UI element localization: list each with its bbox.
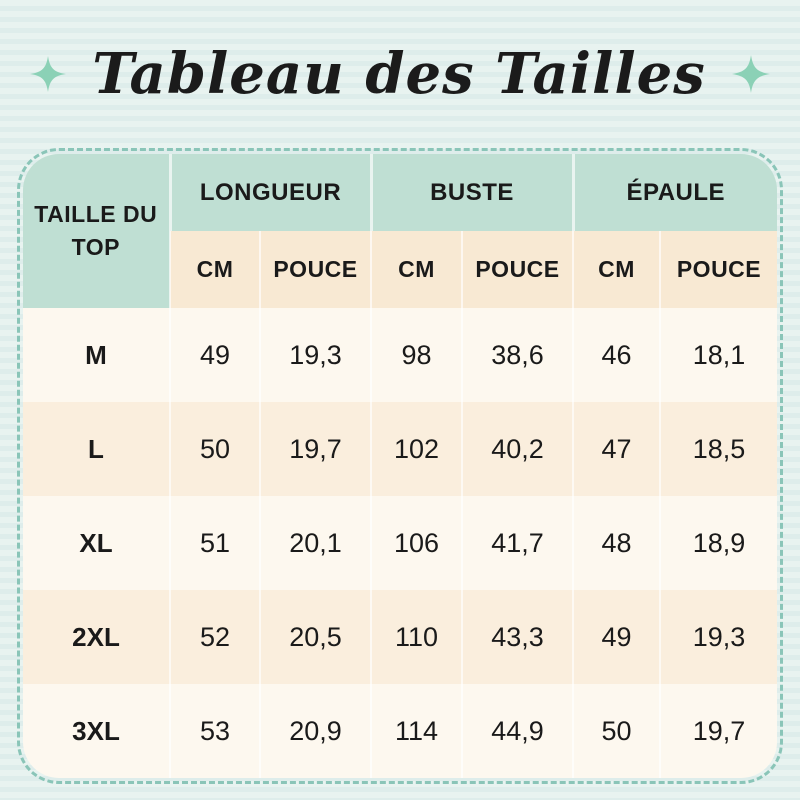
page-title-row: Tableau des Tailles <box>0 0 800 148</box>
value-cell: 50 <box>169 402 260 496</box>
value-cell: 44,9 <box>461 684 573 778</box>
value-cell: 46 <box>572 308 660 402</box>
value-cell: 19,3 <box>259 308 371 402</box>
value-cell: 19,7 <box>659 684 777 778</box>
unit-header-cm: CM <box>572 231 660 308</box>
value-cell: 49 <box>572 590 660 684</box>
value-cell: 53 <box>169 684 260 778</box>
value-cell: 43,3 <box>461 590 573 684</box>
sparkle-left-icon <box>30 56 67 92</box>
size-label: 2XL <box>23 590 170 684</box>
value-cell: 114 <box>370 684 462 778</box>
value-cell: 20,1 <box>259 496 371 590</box>
value-cell: 41,7 <box>461 496 573 590</box>
table-unit-header-row: CM POUCE CM POUCE CM POUCE <box>23 231 777 308</box>
value-cell: 18,1 <box>659 308 777 402</box>
size-table: TAILLE DU TOP LONGUEUR BUSTE ÉPAULE CM P… <box>23 154 777 778</box>
value-cell: 50 <box>572 684 660 778</box>
header-epaule: ÉPAULE <box>571 154 777 231</box>
value-cell: 38,6 <box>461 308 573 402</box>
unit-header-pouce: POUCE <box>659 231 777 308</box>
value-cell: 20,9 <box>259 684 371 778</box>
size-label: M <box>23 308 170 402</box>
unit-header-cm: CM <box>169 231 260 308</box>
unit-header-cm: CM <box>370 231 462 308</box>
size-table-dashed-border: TAILLE DU TOP LONGUEUR BUSTE ÉPAULE CM P… <box>17 148 783 784</box>
page-title: Tableau des Tailles <box>92 41 706 107</box>
size-label: XL <box>23 496 170 590</box>
header-taille-du-top: TAILLE DU TOP <box>23 154 170 308</box>
value-cell: 19,7 <box>259 402 371 496</box>
value-cell: 52 <box>169 590 260 684</box>
table-row-2xl: 2XL 52 20,5 110 43,3 49 19,3 <box>23 590 777 684</box>
sparkle-right-icon <box>731 55 770 93</box>
value-cell: 98 <box>370 308 462 402</box>
header-longueur: LONGUEUR <box>168 154 371 231</box>
table-row-l: L 50 19,7 102 40,2 47 18,5 <box>23 402 777 496</box>
header-buste: BUSTE <box>369 154 573 231</box>
table-group-header-row: TAILLE DU TOP LONGUEUR BUSTE ÉPAULE <box>23 154 777 308</box>
unit-header-pouce: POUCE <box>461 231 573 308</box>
table-row-3xl: 3XL 53 20,9 114 44,9 50 19,7 <box>23 684 777 778</box>
value-cell: 47 <box>572 402 660 496</box>
unit-header-pouce: POUCE <box>259 231 371 308</box>
table-row-m: M 49 19,3 98 38,6 46 18,1 <box>23 308 777 402</box>
value-cell: 18,9 <box>659 496 777 590</box>
size-label: L <box>23 402 170 496</box>
value-cell: 18,5 <box>659 402 777 496</box>
size-label: 3XL <box>23 684 170 778</box>
value-cell: 51 <box>169 496 260 590</box>
table-row-xl: XL 51 20,1 106 41,7 48 18,9 <box>23 496 777 590</box>
value-cell: 48 <box>572 496 660 590</box>
value-cell: 19,3 <box>659 590 777 684</box>
value-cell: 49 <box>169 308 260 402</box>
value-cell: 102 <box>370 402 462 496</box>
value-cell: 106 <box>370 496 462 590</box>
value-cell: 40,2 <box>461 402 573 496</box>
size-table-container: TAILLE DU TOP LONGUEUR BUSTE ÉPAULE CM P… <box>23 154 777 778</box>
value-cell: 20,5 <box>259 590 371 684</box>
value-cell: 110 <box>370 590 462 684</box>
